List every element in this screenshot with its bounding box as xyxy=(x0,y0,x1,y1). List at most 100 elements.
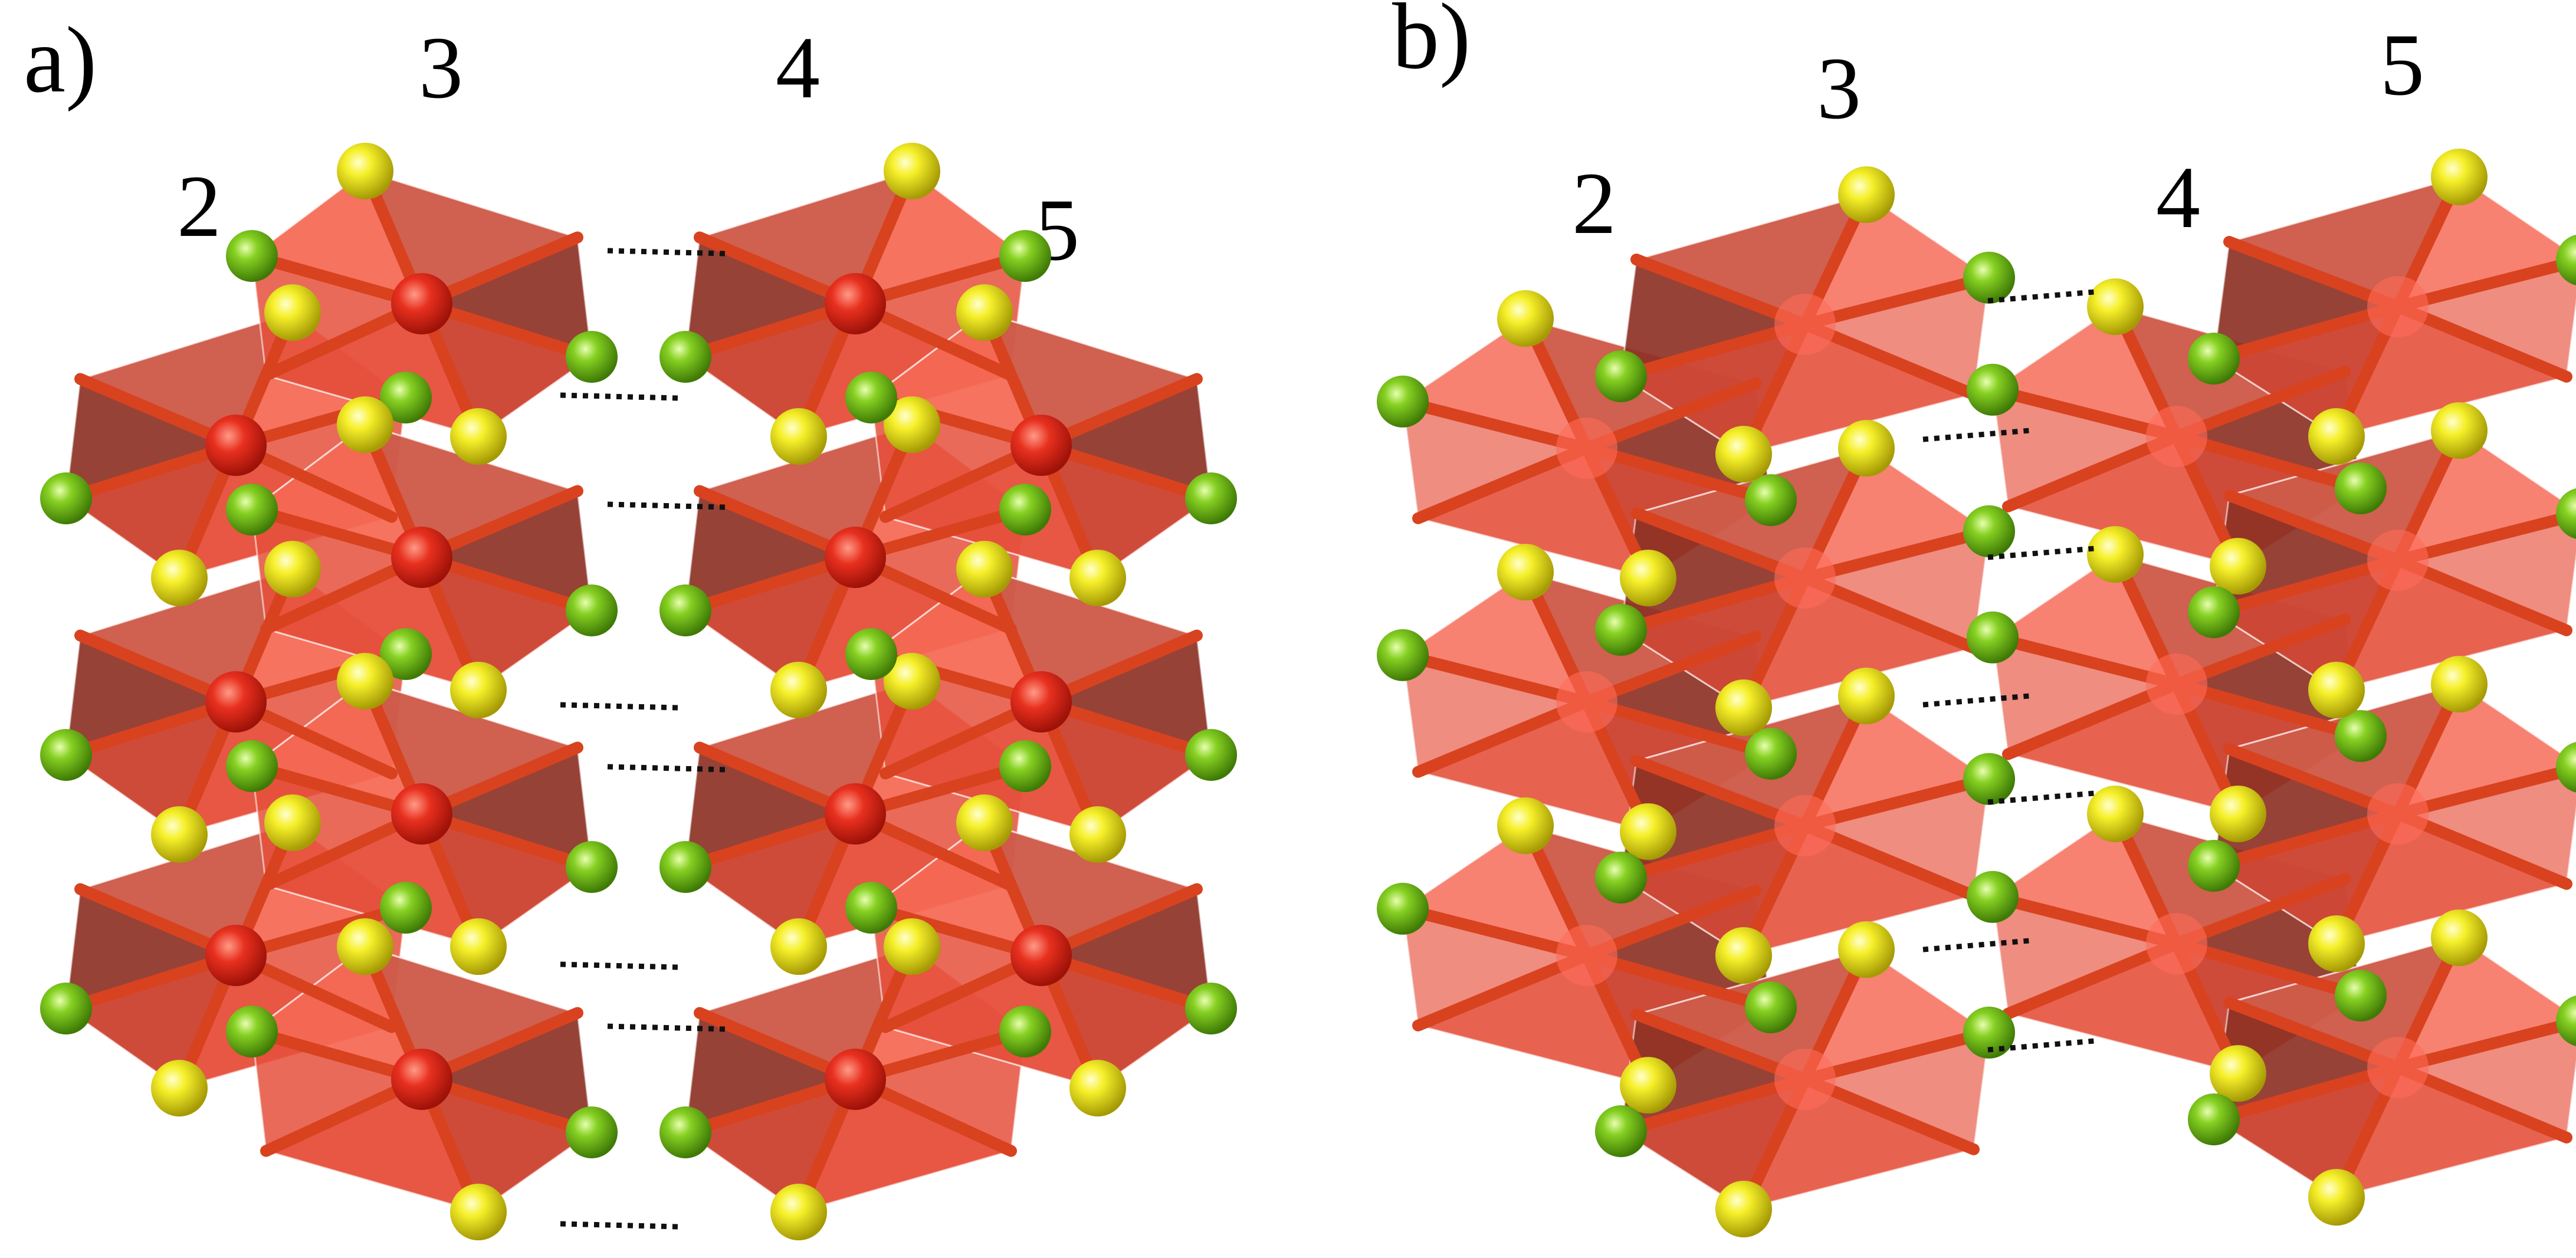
bond xyxy=(1397,395,1593,454)
green-atom xyxy=(566,1106,618,1158)
metal-atom xyxy=(391,1049,452,1110)
bond xyxy=(2208,1062,2404,1125)
green-atom xyxy=(2188,1093,2240,1145)
contact-dotted-line xyxy=(607,501,726,510)
yellow-atom xyxy=(1715,1181,1772,1237)
yellow-atom xyxy=(2308,1169,2365,1226)
green-atom xyxy=(999,230,1051,282)
yellow-atom xyxy=(2431,149,2488,205)
green-atom xyxy=(2556,741,2576,793)
bond xyxy=(1581,950,1777,1013)
metal-atom xyxy=(1556,925,1617,986)
green-atom xyxy=(2335,462,2387,514)
metal-atom xyxy=(1010,415,1072,476)
bond xyxy=(1615,318,1811,382)
yellow-atom xyxy=(264,794,321,851)
metal-atom xyxy=(391,273,452,334)
yellow-atom xyxy=(337,143,393,199)
yellow-atom xyxy=(151,550,208,606)
metal-atom xyxy=(391,527,452,588)
metal-atom xyxy=(1774,294,1836,355)
yellow-atom xyxy=(450,408,507,465)
panel-label-a: a) xyxy=(24,7,97,112)
yellow-atom xyxy=(884,396,940,453)
metal-atom xyxy=(1556,418,1617,479)
green-atom xyxy=(1595,350,1647,402)
contact-dotted-line xyxy=(560,702,679,711)
bond xyxy=(1799,271,1995,330)
yellow-atom xyxy=(770,662,827,718)
yellow-atom xyxy=(2431,656,2488,712)
bond xyxy=(1397,902,1593,961)
yellow-atom xyxy=(1838,921,1895,978)
yellow-atom xyxy=(337,396,393,453)
green-atom xyxy=(1377,882,1429,935)
green-atom xyxy=(226,740,278,792)
green-atom xyxy=(2335,970,2387,1021)
metal-atom xyxy=(1010,925,1072,986)
yellow-atom xyxy=(956,284,1013,341)
metal-atom xyxy=(825,273,886,334)
metal-atom xyxy=(825,1049,886,1110)
metal-atom xyxy=(825,527,886,588)
yellow-atom xyxy=(337,653,393,710)
yellow-atom xyxy=(1715,927,1772,984)
yellow-atom xyxy=(2308,408,2365,465)
metal-atom xyxy=(1774,1049,1836,1110)
green-atom xyxy=(566,841,618,893)
green-atom xyxy=(1377,629,1429,681)
yellow-atom xyxy=(2210,538,2266,594)
chain-label-b-2: 2 xyxy=(1572,155,1616,252)
yellow-atom xyxy=(2308,915,2365,972)
yellow-atom xyxy=(337,918,393,975)
chain-label-b-3: 3 xyxy=(1817,40,1861,137)
yellow-atom xyxy=(770,1184,827,1240)
contact-dotted-line xyxy=(560,961,679,970)
bond xyxy=(2171,938,2367,1001)
polyhedra-layer xyxy=(40,143,2576,1240)
green-atom xyxy=(40,472,92,524)
yellow-atom xyxy=(1069,1060,1126,1116)
yellow-atom xyxy=(1838,166,1895,223)
bond xyxy=(1799,773,1995,832)
green-atom xyxy=(845,628,897,680)
yellow-atom xyxy=(884,143,940,199)
green-atom xyxy=(1377,375,1429,428)
metal-atom xyxy=(2367,276,2429,337)
yellow-atom xyxy=(1620,1057,1676,1114)
yellow-atom xyxy=(264,284,321,341)
bond xyxy=(2392,255,2576,313)
bond xyxy=(2171,678,2367,742)
yellow-atom xyxy=(884,918,940,975)
metal-atom xyxy=(205,671,267,733)
green-atom xyxy=(1745,474,1797,526)
yellow-atom xyxy=(2087,786,2144,842)
metal-atom xyxy=(2367,530,2429,591)
green-atom xyxy=(1967,363,2019,416)
green-atom xyxy=(40,983,92,1034)
metal-atom xyxy=(2146,913,2207,974)
bond xyxy=(2208,554,2404,618)
yellow-atom xyxy=(1620,550,1676,606)
yellow-atom xyxy=(151,1060,208,1116)
green-atom xyxy=(2556,995,2576,1046)
green-atom xyxy=(226,1006,278,1057)
green-atom xyxy=(1967,611,2019,664)
metal-atom xyxy=(2367,1037,2429,1098)
green-atom xyxy=(2556,488,2576,539)
bond xyxy=(2392,763,2576,820)
green-atom xyxy=(2335,710,2387,762)
contact-dotted-line xyxy=(607,1023,726,1032)
green-atom xyxy=(380,628,432,680)
chain-label-a-4: 4 xyxy=(776,19,820,117)
yellow-atom xyxy=(1069,550,1126,606)
green-atom xyxy=(1595,852,1647,904)
metal-atom xyxy=(2367,783,2429,845)
yellow-atom xyxy=(1838,420,1895,477)
yellow-atom xyxy=(2308,662,2365,718)
green-atom xyxy=(566,331,618,383)
green-atom xyxy=(999,740,1051,792)
metal-atom xyxy=(391,783,452,845)
green-atom xyxy=(2556,234,2576,285)
panel-label-b: b) xyxy=(1392,0,1471,88)
